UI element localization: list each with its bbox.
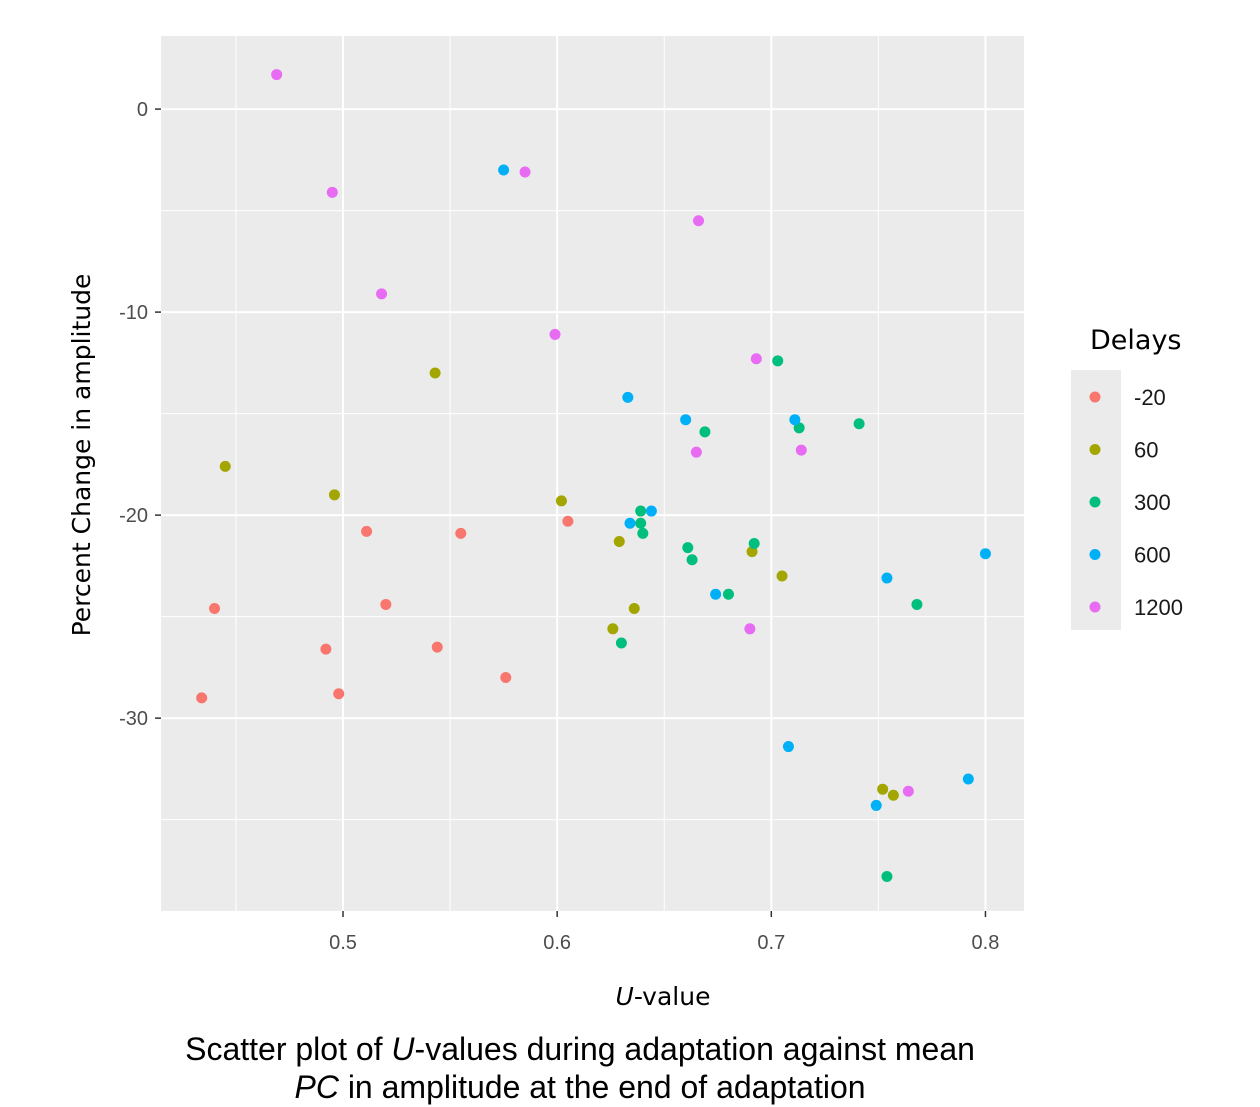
data-point bbox=[500, 672, 512, 684]
data-point bbox=[555, 495, 567, 507]
data-point bbox=[750, 353, 762, 365]
scatter-chart: 0.5 0.6 0.7 0.8 0 -10 -20 -30 U-value Percent … bbox=[67, 36, 1183, 1011]
major-gridlines bbox=[161, 36, 1024, 911]
legend-label: -20 bbox=[1134, 385, 1166, 410]
data-point bbox=[196, 692, 208, 704]
legend-label: 1200 bbox=[1134, 595, 1183, 620]
data-point bbox=[328, 489, 340, 501]
data-point bbox=[219, 460, 231, 472]
figure-caption: Scatter plot of U-values during adaptati… bbox=[0, 1030, 1160, 1106]
data-point bbox=[782, 741, 794, 753]
caption-line-1: Scatter plot of U-values during adaptati… bbox=[185, 1031, 975, 1067]
data-point bbox=[902, 785, 914, 797]
caption-line-2: PC in amplitude at the end of adaptation bbox=[294, 1069, 866, 1105]
y-tick-label: -20 bbox=[119, 505, 148, 527]
data-point bbox=[209, 603, 221, 615]
data-point bbox=[795, 444, 807, 456]
data-point bbox=[870, 799, 882, 811]
data-point bbox=[613, 536, 625, 548]
data-point bbox=[887, 789, 899, 801]
legend-key bbox=[1089, 601, 1101, 613]
legend-label: 600 bbox=[1134, 543, 1171, 568]
y-tick-label: 0 bbox=[137, 99, 148, 121]
data-point bbox=[519, 166, 531, 178]
data-point bbox=[320, 643, 332, 655]
data-point bbox=[271, 69, 283, 81]
legend-key bbox=[1089, 391, 1101, 403]
data-point bbox=[645, 505, 657, 517]
data-point bbox=[498, 164, 510, 176]
data-point bbox=[628, 603, 640, 615]
legend-label: 300 bbox=[1134, 490, 1171, 515]
data-point bbox=[748, 538, 760, 550]
data-point bbox=[326, 186, 338, 198]
data-point bbox=[686, 554, 698, 566]
plot-panel bbox=[161, 36, 1024, 911]
data-point bbox=[962, 773, 974, 785]
legend-title: Delays bbox=[1090, 325, 1182, 356]
data-point bbox=[431, 641, 443, 653]
data-point bbox=[853, 418, 865, 430]
y-axis-ticks: 0 -10 -20 -30 bbox=[119, 99, 161, 730]
data-point bbox=[699, 426, 711, 438]
data-point bbox=[615, 637, 627, 649]
x-axis-ticks: 0.5 0.6 0.7 0.8 bbox=[329, 911, 999, 954]
data-point bbox=[881, 572, 893, 584]
data-point bbox=[776, 570, 788, 582]
data-point bbox=[635, 517, 647, 529]
data-point bbox=[680, 414, 692, 426]
data-point bbox=[622, 391, 634, 403]
data-point bbox=[635, 505, 647, 517]
x-tick-label: 0.5 bbox=[329, 932, 357, 954]
data-point bbox=[911, 598, 923, 610]
data-point bbox=[744, 623, 756, 635]
x-tick-label: 0.6 bbox=[543, 932, 571, 954]
data-point bbox=[361, 525, 373, 537]
data-point bbox=[333, 688, 345, 700]
data-point bbox=[624, 517, 636, 529]
data-point bbox=[881, 870, 893, 882]
x-tick-label: 0.8 bbox=[972, 932, 1000, 954]
x-tick-label: 0.7 bbox=[757, 932, 785, 954]
data-point bbox=[722, 588, 734, 600]
data-point bbox=[690, 446, 702, 458]
x-axis-title: U-value bbox=[616, 982, 711, 1011]
data-point bbox=[793, 422, 805, 434]
legend: Delays -20 60 300 600 1200 bbox=[1071, 325, 1183, 630]
y-tick-label: -10 bbox=[119, 302, 148, 324]
data-point bbox=[772, 355, 784, 367]
data-point bbox=[429, 367, 441, 379]
legend-label: 60 bbox=[1134, 438, 1158, 463]
legend-key bbox=[1089, 444, 1101, 455]
data-point bbox=[693, 215, 705, 227]
legend-key bbox=[1089, 549, 1101, 560]
y-axis-title: Percent Change in amplitude bbox=[67, 274, 96, 637]
data-points bbox=[196, 69, 991, 882]
minor-gridlines bbox=[161, 36, 1024, 911]
y-tick-label: -30 bbox=[119, 708, 148, 730]
data-point bbox=[710, 588, 722, 600]
data-point bbox=[549, 328, 561, 340]
data-point bbox=[380, 598, 392, 610]
legend-key bbox=[1089, 496, 1101, 508]
data-point bbox=[376, 288, 388, 300]
data-point bbox=[877, 783, 889, 795]
data-point bbox=[682, 542, 694, 554]
data-point bbox=[607, 623, 619, 635]
data-point bbox=[789, 414, 801, 426]
data-point bbox=[637, 527, 649, 539]
data-point bbox=[979, 548, 991, 560]
data-point bbox=[455, 527, 467, 539]
data-point bbox=[562, 515, 574, 527]
